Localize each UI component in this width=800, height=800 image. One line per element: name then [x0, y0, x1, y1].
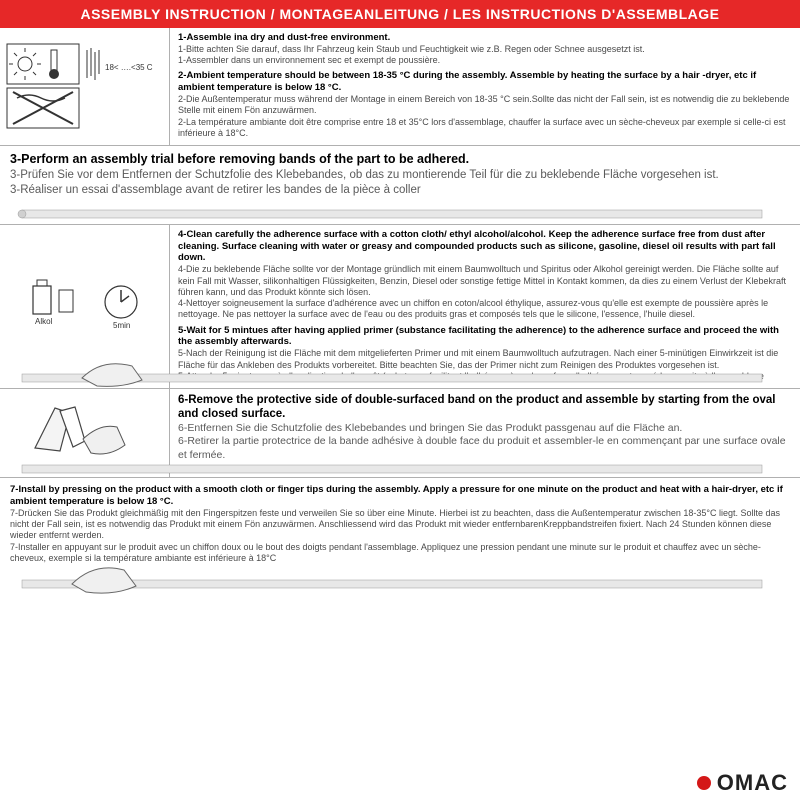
environment-icon: 18< ….<35 C [5, 42, 165, 132]
step6-de: 6-Entfernen Sie die Schutzfolie des Kleb… [178, 422, 792, 436]
step-1-2-icon-cell: 18< ….<35 C [0, 28, 170, 145]
step3-bold: 3-Perform an assembly trial before remov… [10, 152, 790, 168]
step-4-5-icon-cell: Alkol 5min [0, 225, 170, 388]
step6-bold: 6-Remove the protective side of double-s… [178, 393, 792, 422]
step7-bold: 7-Install by pressing on the product wit… [10, 484, 790, 508]
step2-fr1: 2-La température ambiante doit être comp… [178, 117, 792, 140]
step2-de1: 2-Die Außentemperatur muss während der M… [178, 94, 792, 117]
svg-text:Alkol: Alkol [35, 317, 53, 326]
step-1-2-text: 1-Assemble ina dry and dust-free environ… [170, 28, 800, 145]
step4-de: 4-Die zu beklebende Fläche sollte vor de… [178, 264, 792, 298]
step-3-text: 3-Perform an assembly trial before remov… [0, 146, 800, 224]
step1-de: 1-Bitte achten Sie darauf, dass Ihr Fahr… [178, 44, 792, 55]
step6-fr: 6-Retirer la partie protectrice de la ba… [178, 435, 792, 462]
step5-de: 5-Nach der Reinigung ist die Fläche mit … [178, 348, 792, 371]
step1-bold: 1-Assemble ina dry and dust-free environ… [178, 32, 792, 44]
step-6-row: 6-Remove the protective side of double-s… [0, 389, 800, 478]
temp-range-label: 18< ….<35 C [105, 63, 153, 72]
step-4-5-row: Alkol 5min 4-Clean carefully the adheren… [0, 225, 800, 389]
step-7-row: 7-Install by pressing on the product wit… [0, 478, 800, 602]
step5-bold: 5-Wait for 5 mintues after having applie… [178, 325, 792, 349]
step-1-2-row: 18< ….<35 C 1-Assemble ina dry and dust-… [0, 28, 800, 146]
step-3-row: 3-Perform an assembly trial before remov… [0, 146, 800, 225]
logo-text: OMAC [717, 770, 788, 796]
step4-bold: 4-Clean carefully the adherence surface … [178, 229, 792, 265]
step-4-5-text: 4-Clean carefully the adherence surface … [170, 225, 800, 388]
step1-fr: 1-Assembler dans un environnement sec et… [178, 55, 792, 66]
alcohol-clock-icon: Alkol 5min [5, 276, 165, 336]
svg-text:5min: 5min [113, 321, 130, 330]
step3-de: 3-Prüfen Sie vor dem Entfernen der Schut… [10, 168, 790, 183]
step2-bold: 2-Ambient temperature should be between … [178, 70, 792, 94]
step-6-icon-cell [0, 389, 170, 477]
peel-tape-icon [5, 393, 165, 473]
step5-fr: 5-Attender 5 minutes après l'application… [178, 371, 792, 382]
step-7-text: 7-Install by pressing on the product wit… [0, 478, 800, 602]
logo-dot-icon [697, 776, 711, 790]
step4-fr: 4-Nettoyer soigneusement la surface d'ad… [178, 298, 792, 321]
step7-fr: 7-Installer en appuyant sur le produit a… [10, 542, 790, 565]
step-6-text: 6-Remove the protective side of double-s… [170, 389, 800, 477]
header-bar: ASSEMBLY INSTRUCTION / MONTAGEANLEITUNG … [0, 0, 800, 28]
step7-de: 7-Drücken Sie das Produkt gleichmäßig mi… [10, 508, 790, 542]
step3-fr: 3-Réaliser un essai d'assemblage avant d… [10, 183, 790, 198]
logo: OMAC [697, 770, 788, 796]
